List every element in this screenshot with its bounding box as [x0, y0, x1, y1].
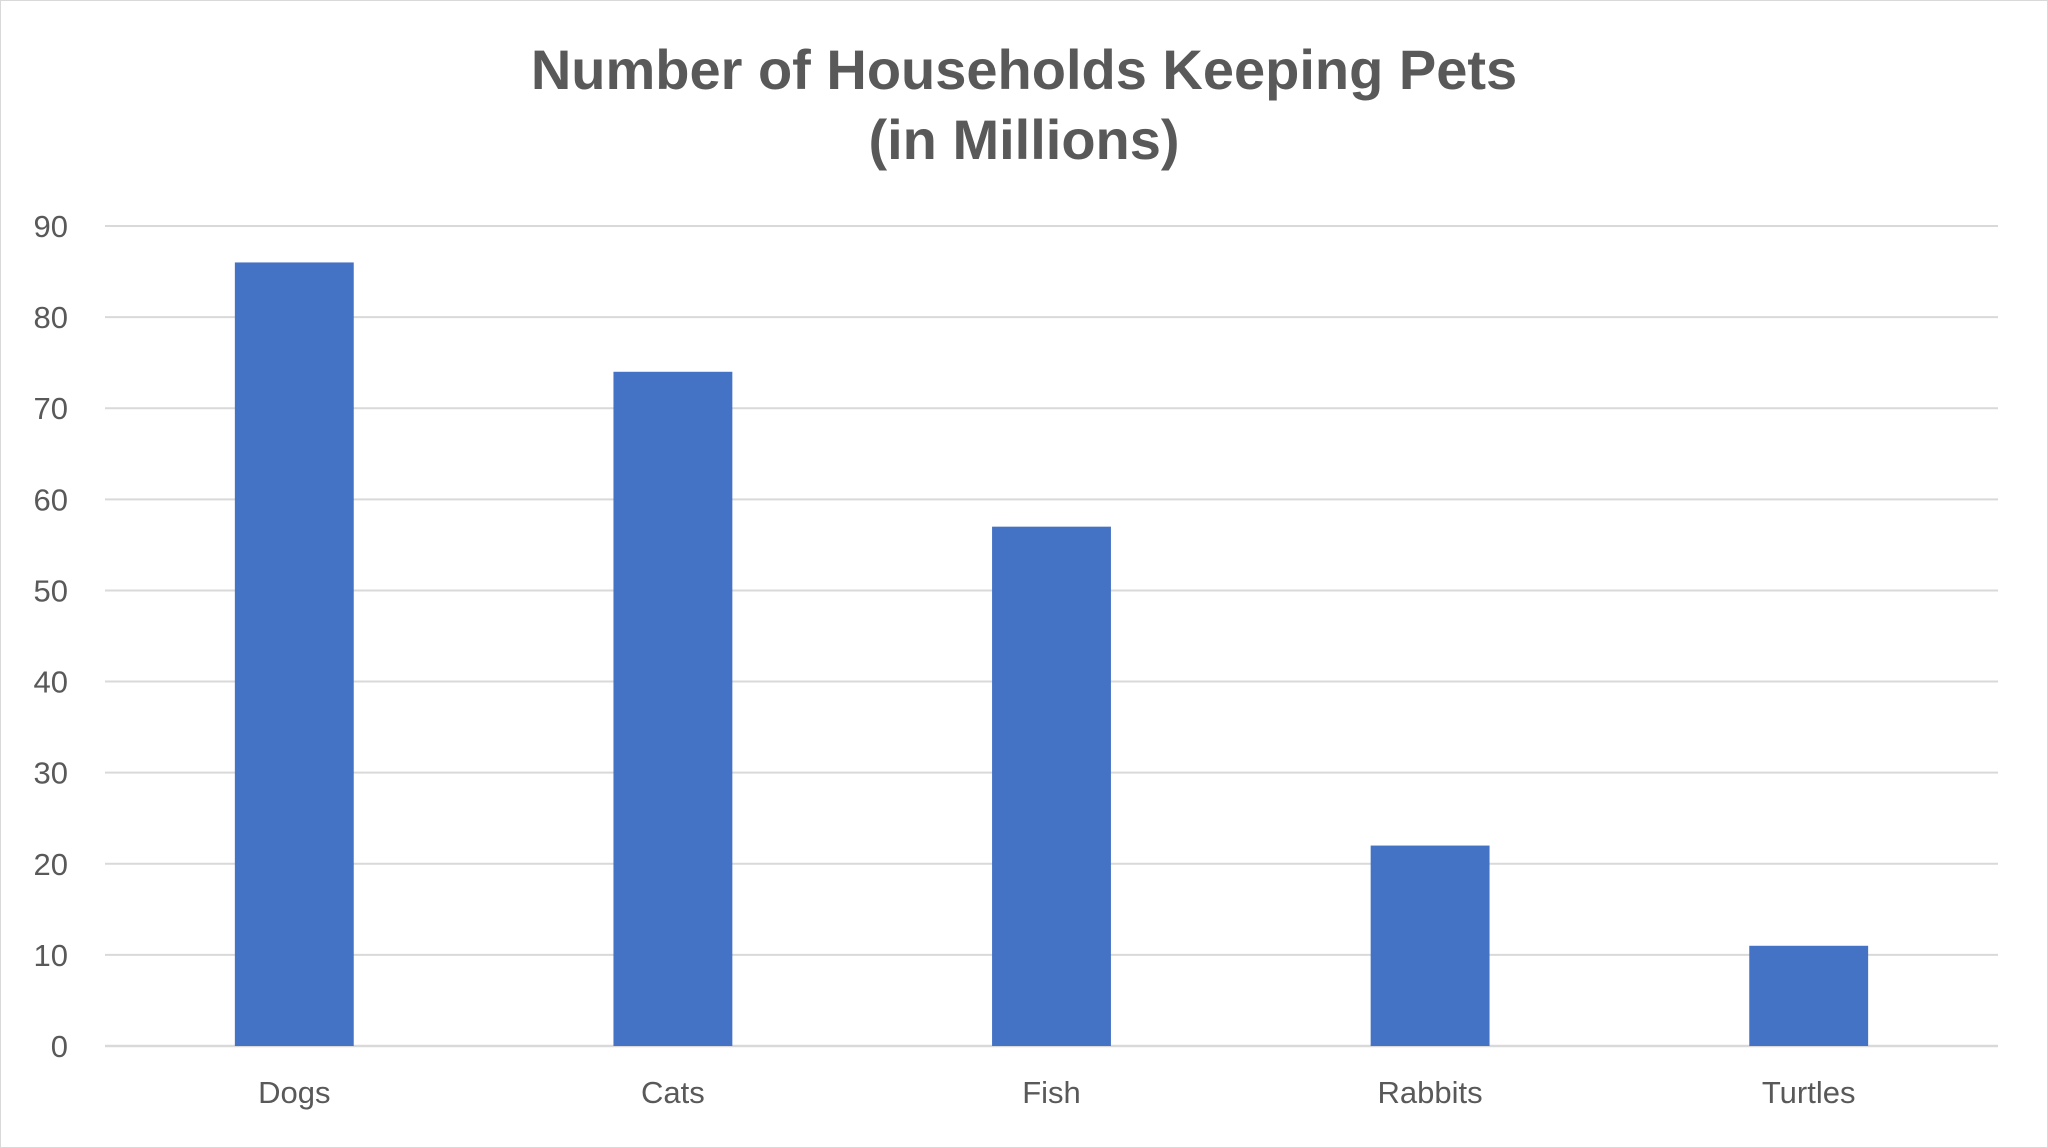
y-tick-label: 0 — [51, 1029, 68, 1064]
y-tick-label: 30 — [34, 756, 68, 791]
bars — [234, 262, 1869, 1046]
x-tick-label: Turtles — [1762, 1075, 1856, 1110]
x-tick-label: Rabbits — [1378, 1075, 1483, 1110]
x-tick-label: Cats — [641, 1075, 705, 1110]
bar-turtles — [1749, 945, 1869, 1046]
y-tick-label: 20 — [34, 847, 68, 882]
bar-cats — [613, 371, 733, 1046]
x-tick-label: Fish — [1022, 1075, 1081, 1110]
y-tick-label: 40 — [34, 665, 68, 700]
y-tick-label: 50 — [34, 573, 68, 608]
bar-rabbits — [1370, 845, 1490, 1046]
bar-dogs — [234, 262, 354, 1046]
y-tick-label: 60 — [34, 482, 68, 517]
y-axis-tick-labels: 0 10 20 30 40 50 60 70 80 90 — [34, 209, 68, 1064]
bar-fish — [992, 526, 1111, 1046]
y-tick-label: 70 — [34, 391, 68, 426]
y-tick-label: 90 — [34, 209, 68, 244]
y-tick-label: 80 — [34, 300, 68, 335]
chart-title: Number of Households Keeping Pets — [530, 38, 1518, 101]
x-tick-label: Dogs — [258, 1075, 330, 1110]
y-tick-label: 10 — [34, 938, 68, 973]
chart-subtitle: (in Millions) — [868, 108, 1180, 171]
x-axis-tick-labels: Dogs Cats Fish Rabbits Turtles — [258, 1075, 1855, 1110]
